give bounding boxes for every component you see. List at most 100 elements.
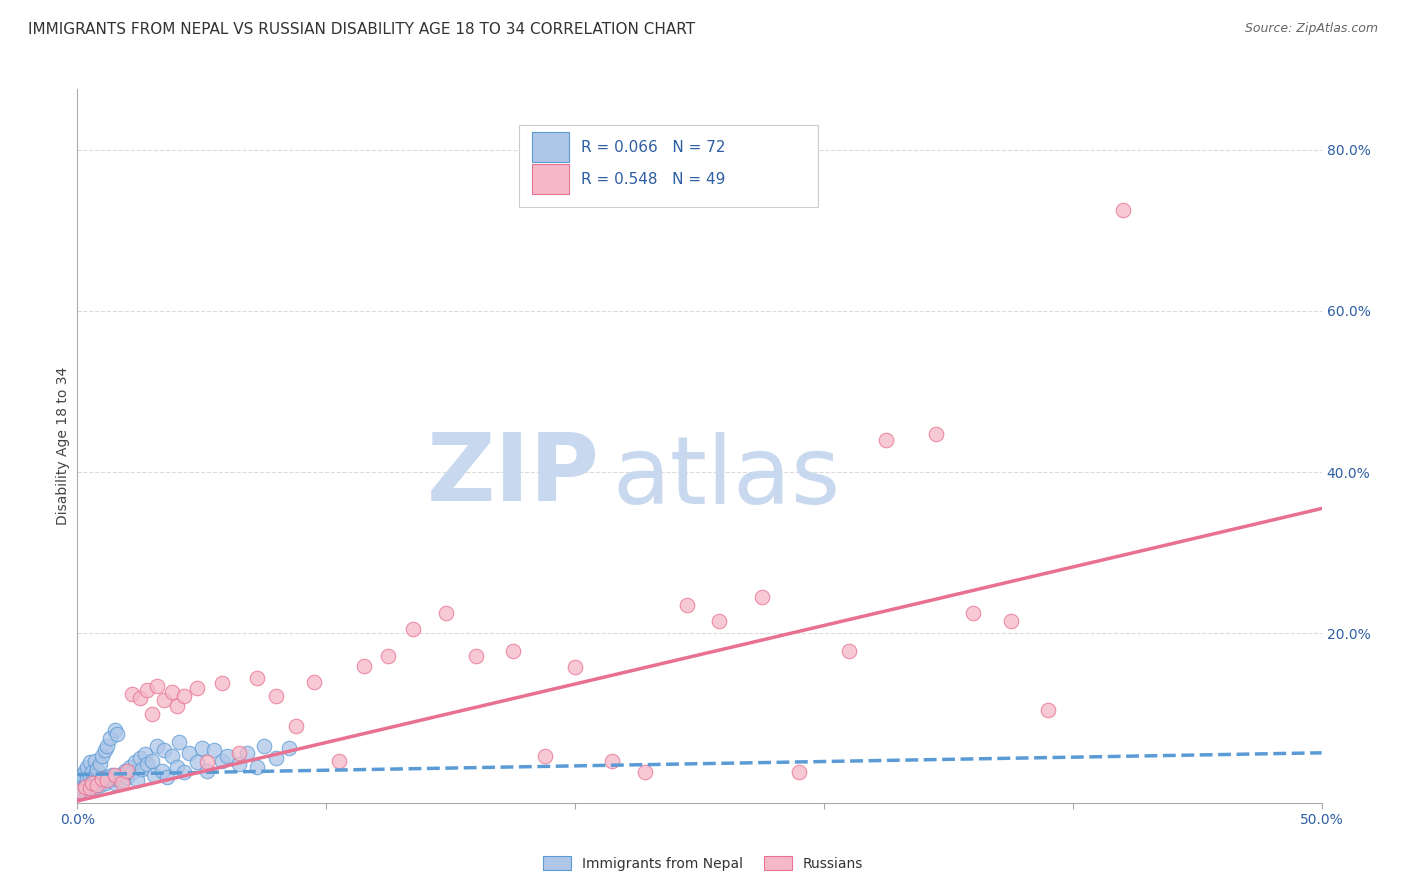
Point [96, 770, 118, 784]
Point [72, 775, 94, 789]
Point [105, 772, 128, 786]
Point [134, 747, 156, 762]
Point [141, 707, 163, 722]
Point [153, 692, 176, 706]
Point [91, 772, 114, 786]
Point [128, 690, 150, 705]
Point [108, 767, 131, 781]
Point [96, 739, 118, 754]
Point [179, 746, 201, 760]
Point [136, 757, 159, 772]
Point [328, 754, 350, 768]
Point [114, 764, 136, 778]
Point [69, 783, 91, 797]
Point [104, 723, 127, 738]
Point [166, 759, 188, 773]
Point [98, 731, 121, 746]
Point [186, 681, 208, 696]
Point [98, 773, 121, 788]
Point [235, 746, 257, 760]
Point [86, 762, 108, 776]
Point [402, 623, 425, 637]
Point [564, 660, 586, 674]
Point [266, 690, 288, 704]
Point [285, 719, 308, 733]
Point [115, 764, 138, 778]
Point [69, 780, 91, 794]
Point [253, 739, 276, 754]
Point [86, 773, 108, 788]
Point [146, 739, 169, 754]
Point [136, 682, 159, 697]
FancyBboxPatch shape [519, 125, 818, 207]
Text: Source: ZipAtlas.com: Source: ZipAtlas.com [1244, 22, 1378, 36]
Point [160, 749, 183, 764]
Point [76, 772, 98, 786]
Point [277, 741, 299, 756]
Point [875, 433, 897, 447]
Y-axis label: Disability Age 18 to 34: Disability Age 18 to 34 [56, 367, 70, 525]
Point [91, 772, 114, 786]
Text: IMMIGRANTS FROM NEPAL VS RUSSIAN DISABILITY AGE 18 TO 34 CORRELATION CHART: IMMIGRANTS FROM NEPAL VS RUSSIAN DISABIL… [28, 22, 695, 37]
Point [228, 746, 250, 760]
Point [96, 773, 118, 788]
Point [464, 648, 486, 663]
Point [82, 775, 104, 789]
Point [434, 607, 457, 621]
Point [79, 781, 101, 796]
Point [141, 754, 163, 768]
Point [69, 783, 91, 797]
Point [83, 754, 105, 768]
Point [1111, 203, 1133, 218]
Point [211, 676, 233, 690]
Point [73, 783, 96, 797]
Point [118, 759, 141, 773]
Point [169, 735, 191, 749]
Point [156, 770, 179, 784]
Point [128, 751, 150, 765]
Point [228, 757, 250, 772]
Point [104, 767, 127, 781]
Point [91, 749, 114, 764]
Point [1036, 703, 1059, 717]
Point [166, 699, 188, 714]
Point [121, 765, 143, 780]
Point [73, 780, 96, 794]
Point [751, 590, 773, 604]
Point [76, 778, 98, 792]
Point [83, 767, 105, 781]
Point [173, 690, 195, 704]
FancyBboxPatch shape [531, 164, 569, 194]
Point [72, 781, 94, 796]
Point [353, 658, 375, 673]
Point [124, 756, 146, 770]
Point [245, 759, 267, 773]
Point [245, 671, 267, 685]
Point [73, 780, 96, 794]
Point [302, 674, 325, 689]
Point [121, 687, 143, 701]
Text: atlas: atlas [613, 432, 841, 524]
Point [79, 770, 101, 784]
Text: ZIP: ZIP [427, 428, 600, 521]
Point [925, 426, 948, 441]
Point [86, 778, 108, 792]
Point [150, 764, 173, 778]
Point [215, 749, 238, 764]
Legend: Immigrants from Nepal, Russians: Immigrants from Nepal, Russians [537, 850, 869, 876]
Point [89, 778, 111, 792]
Point [202, 743, 225, 757]
Point [160, 684, 183, 698]
Point [146, 679, 169, 693]
Point [79, 781, 101, 796]
Point [82, 765, 104, 780]
Point [676, 599, 699, 613]
Point [1000, 615, 1022, 629]
Point [266, 751, 288, 765]
Point [111, 775, 134, 789]
Point [211, 754, 233, 768]
Point [82, 775, 104, 789]
Point [125, 773, 148, 788]
Point [191, 741, 214, 756]
Point [962, 607, 984, 621]
